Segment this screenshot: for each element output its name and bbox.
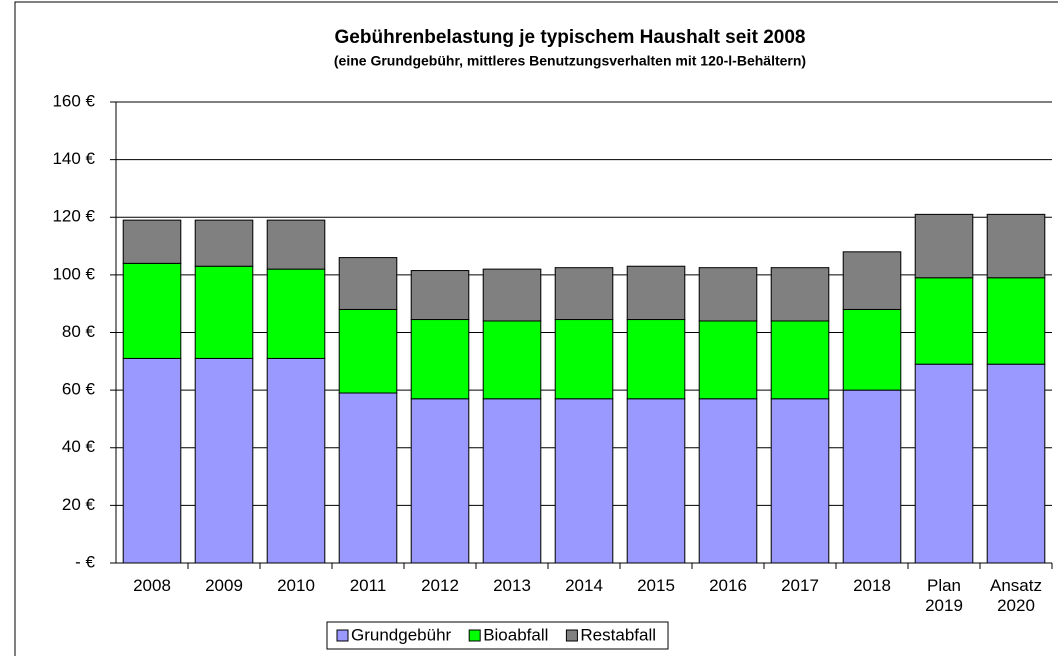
x-tick-label: 2013	[493, 576, 531, 595]
bar-segment	[338, 392, 398, 564]
legend-box	[326, 621, 669, 650]
legend: Grundgebühr Bioabfall Restabfall	[326, 621, 669, 650]
bar-segment	[626, 319, 686, 400]
bar-segment	[482, 320, 542, 400]
legend-label: Grundgebühr	[351, 625, 452, 644]
bar-segment	[266, 357, 326, 564]
legend-swatch	[468, 629, 481, 642]
bar-segment	[770, 320, 830, 400]
bar-segment	[914, 363, 974, 564]
x-tick-label: 2012	[421, 576, 459, 595]
legend-swatch	[565, 629, 578, 642]
y-tick-label: 160 €	[52, 91, 95, 110]
x-tick-label: 2011	[349, 576, 387, 595]
x-tick-label: 2009	[205, 576, 243, 595]
bar-segment	[338, 257, 398, 310]
y-tick-label: - €	[75, 552, 95, 571]
y-tick-label: 40 €	[62, 437, 96, 456]
x-tick-label: 2015	[637, 576, 675, 595]
x-tick-label: 2010	[277, 576, 315, 595]
legend-label: Bioabfall	[483, 625, 548, 644]
bar-segment	[338, 308, 398, 394]
bar-segment	[986, 277, 1046, 365]
bar-segment	[842, 251, 902, 310]
bar-segment	[770, 267, 830, 322]
chart-subtitle: (eine Grundgebühr, mittleres Benutzungsv…	[334, 53, 806, 69]
x-tick-label: Ansatz 2020	[990, 576, 1042, 615]
bar-segment	[482, 268, 542, 322]
bar-segment	[194, 219, 254, 267]
bar-segment	[626, 265, 686, 321]
bar-segment	[914, 277, 974, 365]
bar-segment	[194, 357, 254, 564]
bar-segment	[122, 262, 182, 359]
bar-segment	[626, 398, 686, 564]
x-tick-label: 2016	[709, 576, 747, 595]
bar-segment	[698, 267, 758, 322]
y-tick-label: 80 €	[62, 322, 96, 341]
y-tick-label: 100 €	[52, 264, 95, 283]
bar-segment	[554, 398, 614, 564]
bar-segment	[194, 265, 254, 359]
legend-swatch	[336, 629, 349, 642]
bar-segment	[698, 398, 758, 564]
bar-segment	[410, 398, 470, 564]
bar-segment	[842, 389, 902, 564]
chart-title: Gebührenbelastung je typischem Haushalt …	[335, 27, 806, 48]
bar-segment	[770, 398, 830, 564]
legend-label: Restabfall	[580, 625, 656, 644]
bar-segment	[410, 319, 470, 400]
y-tick-label: 120 €	[52, 207, 95, 226]
x-tick-label: Plan 2019	[925, 576, 963, 615]
bar-segment	[482, 398, 542, 564]
bar-segment	[122, 357, 182, 564]
x-tick-label: 2018	[853, 576, 891, 595]
bar-segment	[698, 320, 758, 400]
x-tick-label: 2017	[781, 576, 819, 595]
bar-segment	[122, 219, 182, 264]
bar-segment	[914, 213, 974, 279]
bar-segment	[410, 270, 470, 321]
bar-segment	[986, 213, 1046, 279]
bar-segment	[554, 319, 614, 400]
bar-segment	[986, 363, 1046, 564]
bar-segment	[842, 308, 902, 391]
bar-segment	[554, 267, 614, 321]
y-tick-label: 20 €	[62, 495, 96, 514]
y-tick-label: 60 €	[62, 380, 96, 399]
bar-segment	[266, 268, 326, 359]
x-tick-label: 2008	[133, 576, 171, 595]
bar-segment	[266, 219, 326, 270]
y-tick-label: 140 €	[52, 149, 95, 168]
x-tick-label: 2014	[565, 576, 603, 595]
